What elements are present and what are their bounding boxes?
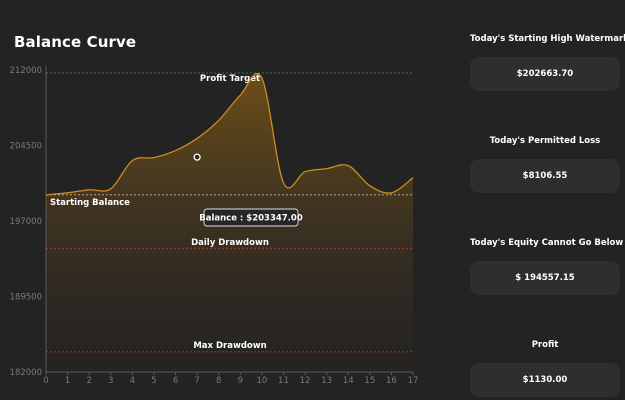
x-tick-label: 10 bbox=[256, 376, 267, 386]
x-tick-label: 17 bbox=[408, 376, 419, 386]
x-tick-label: 5 bbox=[151, 376, 156, 386]
y-tick-label: 189500 bbox=[10, 293, 42, 303]
y-tick-label: 204500 bbox=[10, 142, 42, 152]
x-tick-label: 7 bbox=[194, 376, 199, 386]
chart-title: Balance Curve bbox=[14, 33, 137, 51]
stat-label: Today's Starting High Watermark bbox=[470, 34, 625, 44]
stat-label: Profit bbox=[531, 340, 559, 350]
x-tick-label: 2 bbox=[86, 376, 91, 386]
tooltip-box bbox=[203, 208, 299, 227]
tooltip-text: Balance : $203347.00 bbox=[199, 214, 303, 224]
x-tick-label: 9 bbox=[238, 376, 243, 386]
x-tick-label: 8 bbox=[216, 376, 221, 386]
ref-line-label: Starting Balance bbox=[50, 198, 130, 208]
y-tick-label: 182000 bbox=[10, 368, 42, 378]
x-tick-label: 11 bbox=[278, 376, 289, 386]
stat-label: Today's Permitted Loss bbox=[489, 136, 601, 146]
x-tick-label: 12 bbox=[300, 376, 311, 386]
x-tick-label: 1 bbox=[65, 376, 70, 386]
stat-value-box: $8106.55 bbox=[470, 159, 620, 193]
x-tick-label: 13 bbox=[321, 376, 332, 386]
ref-line-label: Max Drawdown bbox=[193, 341, 266, 351]
x-tick-label: 6 bbox=[173, 376, 178, 386]
stat-label: Today's Equity Cannot Go Below bbox=[470, 238, 624, 248]
hover-point[interactable] bbox=[193, 153, 201, 161]
stat-value-box: $202663.70 bbox=[470, 57, 620, 91]
x-tick-label: 4 bbox=[130, 376, 135, 386]
x-tick-label: 16 bbox=[386, 376, 397, 386]
ref-line-label: Profit Target bbox=[200, 74, 260, 84]
x-tick-label: 14 bbox=[343, 376, 354, 386]
balance-curve-chart: Profit Target Starting Balance Daily Drawd… bbox=[10, 66, 419, 386]
stat-value-box: $ 194557.15 bbox=[470, 261, 620, 295]
ref-line-label: Daily Drawdown bbox=[191, 238, 269, 248]
x-tick-label: 0 bbox=[43, 376, 48, 386]
x-tick-label: 3 bbox=[108, 376, 113, 386]
y-tick-label: 212000 bbox=[10, 66, 42, 76]
x-tick-label: 15 bbox=[364, 376, 375, 386]
y-tick-label: 197000 bbox=[10, 217, 42, 227]
stat-value-box: $1130.00 bbox=[470, 363, 620, 397]
balance-line bbox=[45, 72, 414, 196]
